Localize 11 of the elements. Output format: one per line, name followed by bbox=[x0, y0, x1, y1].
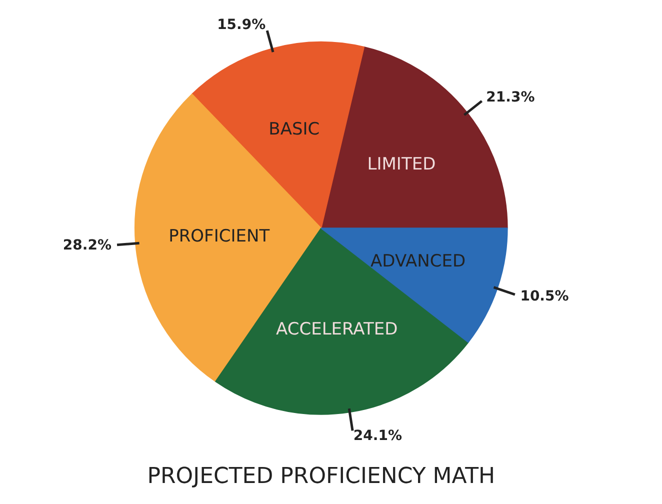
data-label: 24.1% bbox=[353, 428, 402, 444]
slice-label: LIMITED bbox=[367, 154, 436, 175]
text: PROJECTED PROFICIENCY MATH bbox=[147, 464, 496, 490]
data-label: 28.2% bbox=[62, 237, 112, 254]
slice-label: BASIC bbox=[268, 119, 320, 140]
data-label: 21.3% bbox=[486, 90, 535, 106]
data-label: 10.5% bbox=[520, 288, 569, 304]
data-label: 15.9% bbox=[217, 17, 266, 34]
slice-label: PROFICIENT bbox=[168, 226, 270, 247]
slice-label: ADVANCED bbox=[370, 251, 466, 272]
slice-label: ACCELERATED bbox=[276, 319, 398, 340]
